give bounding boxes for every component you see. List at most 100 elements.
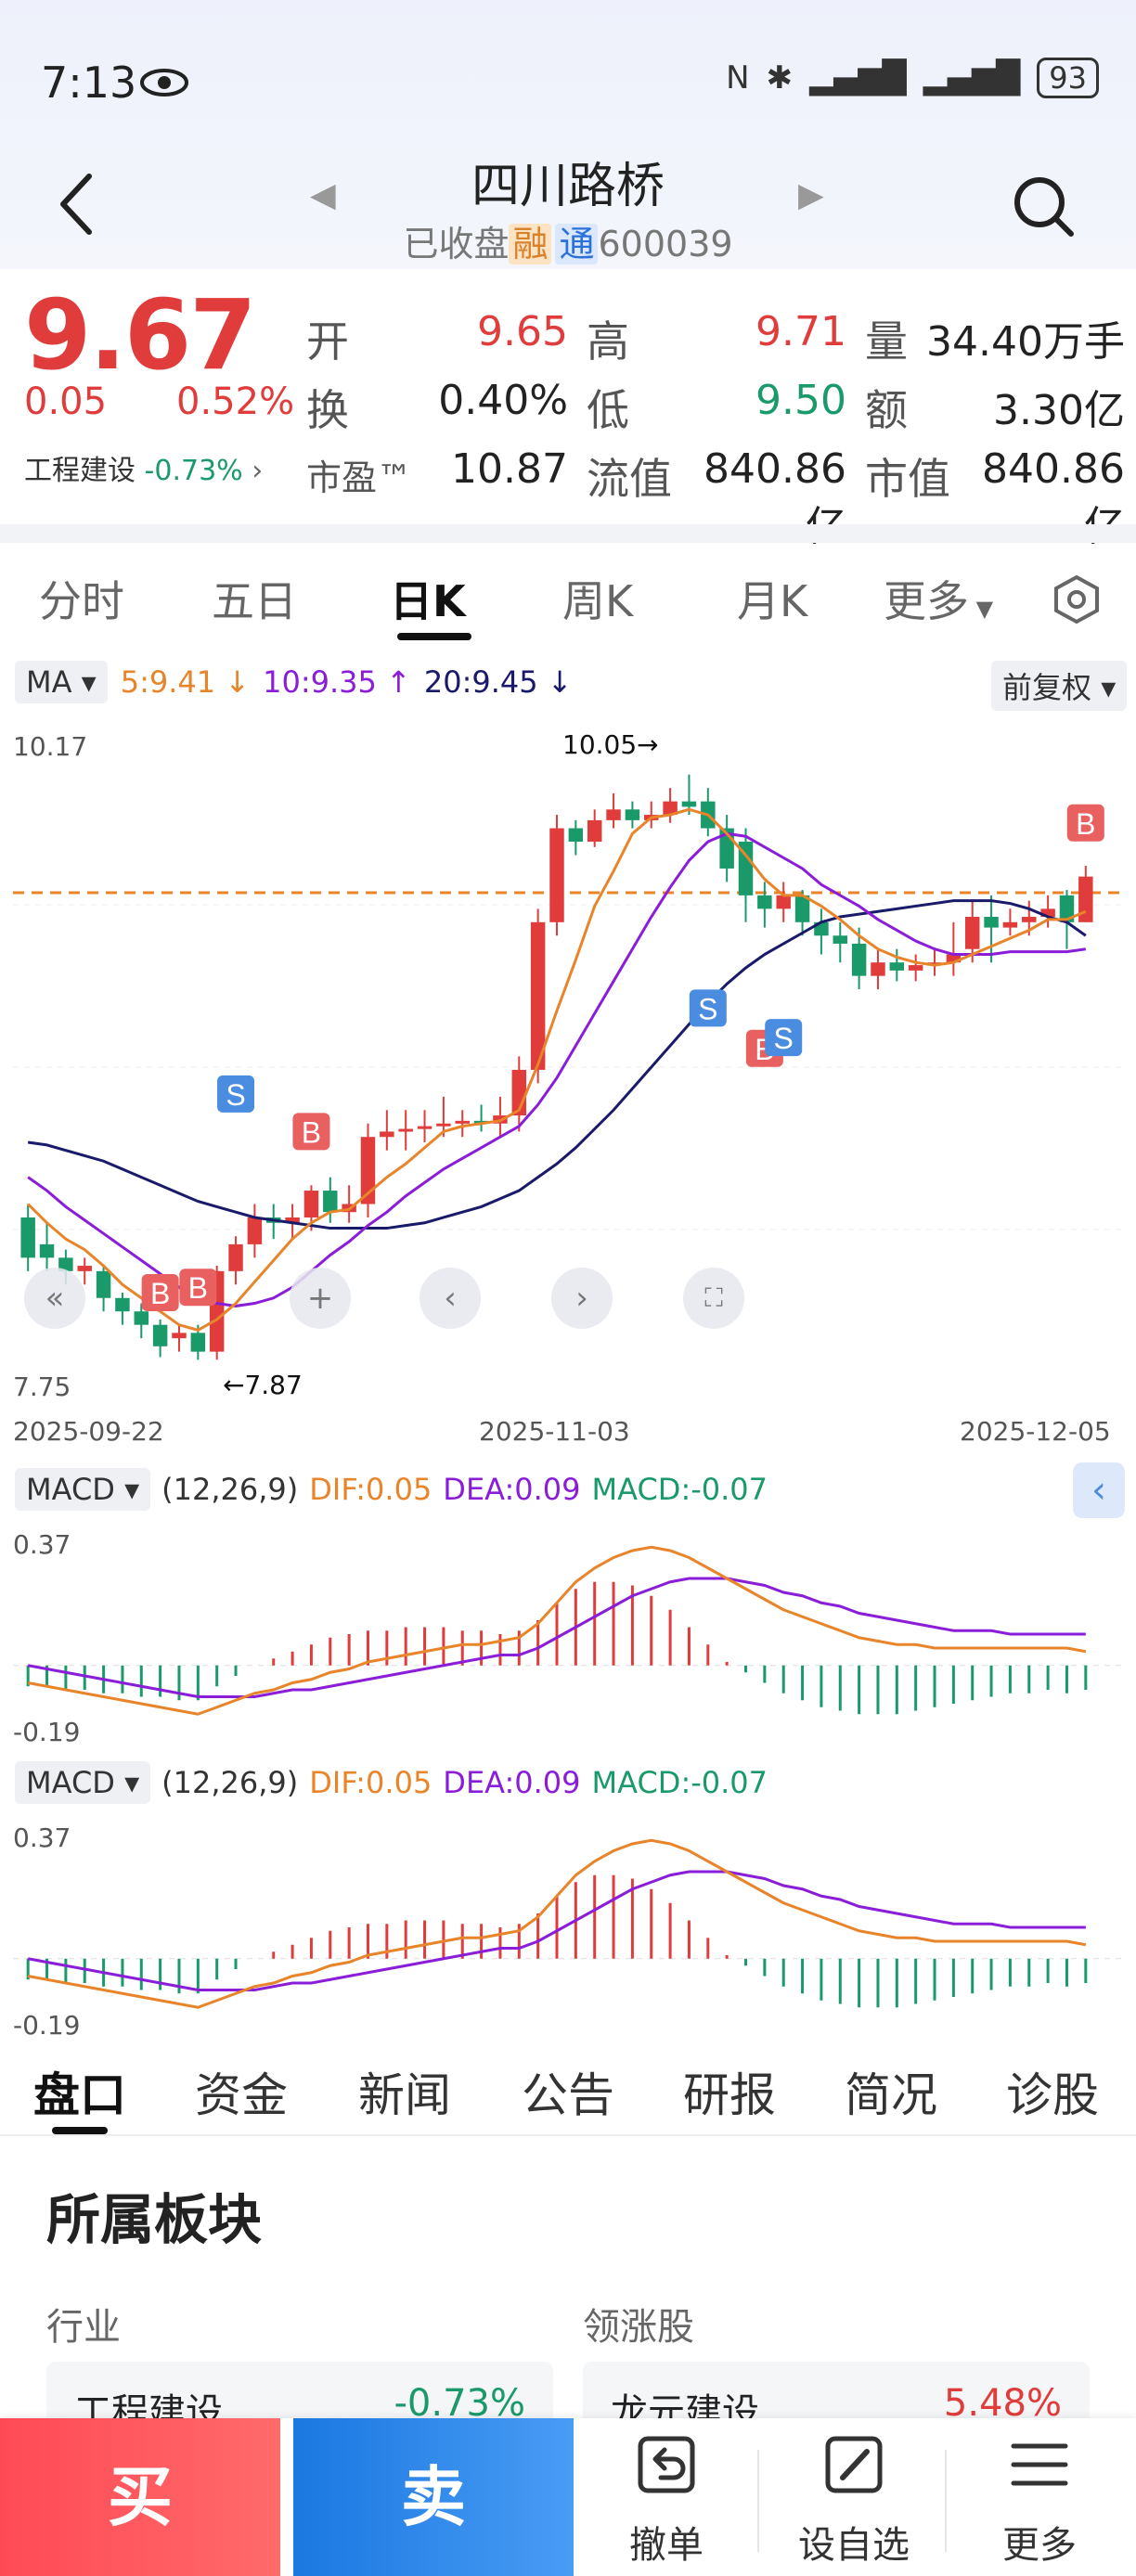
active-tab-indicator [397, 633, 471, 640]
collapse-panel-button[interactable]: ‹ [1073, 1462, 1125, 1518]
macd-chart-1[interactable] [0, 1518, 1136, 1750]
info-tab-research[interactable]: 研报 [683, 2068, 776, 2122]
tab-intraday[interactable]: 分时 [39, 576, 124, 626]
sector-change: -0.73% [144, 455, 243, 487]
macd-dea-1: DEA:0.09 [443, 1472, 581, 1507]
tab-daily-k[interactable]: 日K [390, 576, 466, 626]
candle-body [228, 1243, 243, 1271]
candle-body [323, 1191, 338, 1213]
signal-icon: ▂▄▆█ [809, 59, 907, 97]
candle-body [39, 1243, 55, 1258]
tab-five-day[interactable]: 五日 [212, 576, 297, 626]
search-icon[interactable] [1010, 173, 1077, 239]
ma-legend: MA ▾ 5:9.41 ↓ 10:9.35 ↑ 20:9.45 ↓ [15, 661, 573, 703]
macd-selector-1[interactable]: MACD ▾ [15, 1468, 151, 1511]
connect-tag: 通 [555, 224, 599, 264]
bar-divider [945, 2450, 947, 2552]
candle-body [908, 965, 923, 971]
sell-button[interactable]: 卖 [293, 2418, 574, 2576]
add-watchlist-button[interactable]: 设自选 [770, 2431, 937, 2569]
buy-signal-marker [1066, 804, 1104, 842]
tab-monthly-k[interactable]: 月K [737, 576, 808, 626]
candle-body [1059, 895, 1075, 922]
high-value: 9.71 [755, 308, 846, 355]
ma20-line [27, 899, 1087, 1230]
info-tab-news[interactable]: 新闻 [358, 2068, 451, 2122]
dif-line [27, 1545, 1087, 1716]
pan-right-button[interactable]: › [551, 1268, 613, 1329]
candle-body [568, 828, 584, 843]
leader-header: 领涨股 [583, 2306, 694, 2349]
candle-body [681, 801, 697, 807]
y-max-label: 10.17 [13, 731, 88, 762]
candle-body [77, 1266, 92, 1271]
buy-signal-marker [292, 1113, 330, 1151]
info-tab-diagnosis[interactable]: 诊股 [1006, 2068, 1099, 2122]
back-arrow-icon[interactable] [52, 167, 108, 241]
price-change: 0.05 [24, 380, 108, 423]
undo-icon [638, 2436, 695, 2493]
candle-body [134, 1311, 149, 1325]
cancel-order-button[interactable]: 撤单 [583, 2431, 750, 2569]
leader-change: 5.48% [943, 2382, 1062, 2425]
candle-body [851, 943, 867, 976]
candle-body [1040, 908, 1055, 918]
sell-signal-label: S [226, 1078, 245, 1112]
chevron-right-icon: › [252, 455, 264, 487]
sector-link[interactable]: 工程建设 -0.73% › [24, 447, 263, 488]
info-tab-indicator [52, 2127, 108, 2134]
info-tab-announcements[interactable]: 公告 [522, 2068, 614, 2122]
add-watchlist-label: 设自选 [798, 2524, 910, 2567]
dea-line [27, 1870, 1086, 1991]
ma-selector-label: MA [26, 664, 72, 700]
info-tab-funds[interactable]: 资金 [195, 2068, 288, 2122]
candle-body [663, 801, 678, 816]
low-value: 9.50 [755, 377, 846, 424]
stock-code: 600039 [598, 224, 733, 264]
candle-body [871, 962, 885, 976]
next-stock-arrow-icon[interactable]: ▶ [798, 176, 824, 214]
candle-body [1078, 876, 1093, 922]
macd1-y-top: 0.37 [13, 1529, 71, 1560]
info-tab-orderbook[interactable]: 盘口 [33, 2068, 126, 2122]
ma5-legend: 5:9.41 ↓ [120, 664, 251, 700]
cancel-order-label: 撤单 [629, 2524, 704, 2567]
pe-label: 市盈™ [306, 457, 413, 498]
info-tab-profile[interactable]: 简况 [845, 2068, 937, 2122]
settings-hex-icon[interactable] [1051, 573, 1103, 625]
section-divider [0, 524, 1136, 543]
adjust-selector[interactable]: 前复权 ▾ [991, 661, 1128, 711]
macd-dea-2: DEA:0.09 [443, 1765, 581, 1800]
candle-body [587, 819, 602, 843]
adjust-label: 前复权 [1002, 670, 1092, 705]
tab-more[interactable]: 更多 ▼ [884, 568, 993, 629]
y-min-label: 7.75 [13, 1372, 71, 1402]
candle-body [417, 1126, 432, 1129]
pe-value: 10.87 [451, 445, 568, 493]
buy-signal-label: B [1076, 807, 1095, 841]
macd-chart-2[interactable] [0, 1811, 1136, 2043]
turnover-value: 0.40% [438, 377, 568, 424]
bluetooth-icon: ✱ [766, 59, 794, 97]
sell-signal-marker [689, 989, 727, 1027]
tab-weekly-k[interactable]: 周K [562, 576, 634, 626]
macd-legend-1: MACD ▾ (12,26,9) DIF:0.05 DEA:0.09 MACD:… [15, 1468, 768, 1511]
float-cap-label: 流值 [587, 454, 672, 504]
stock-name: 四川路桥 [471, 159, 665, 214]
price-change-pct: 0.52% [176, 380, 295, 423]
ma-selector[interactable]: MA ▾ [15, 661, 108, 703]
more-button[interactable]: 更多 [956, 2431, 1123, 2569]
pan-left-button[interactable]: ‹ [420, 1268, 481, 1329]
prev-stock-arrow-icon[interactable]: ◀ [310, 176, 336, 214]
buy-button[interactable]: 买 [0, 2418, 280, 2576]
zoom-in-button[interactable]: + [290, 1268, 351, 1329]
macd-selector-2[interactable]: MACD ▾ [15, 1761, 151, 1804]
rewind-button[interactable]: « [24, 1268, 85, 1329]
bar-divider [757, 2450, 759, 2552]
turnover-label: 换 [306, 385, 349, 435]
sector-section-title: 所属板块 [46, 2188, 263, 2251]
x-label-start: 2025-09-22 [13, 1416, 164, 1447]
signal-icon-2: ▂▄▆█ [923, 59, 1021, 97]
fullscreen-button[interactable]: ⛶ [683, 1268, 744, 1329]
